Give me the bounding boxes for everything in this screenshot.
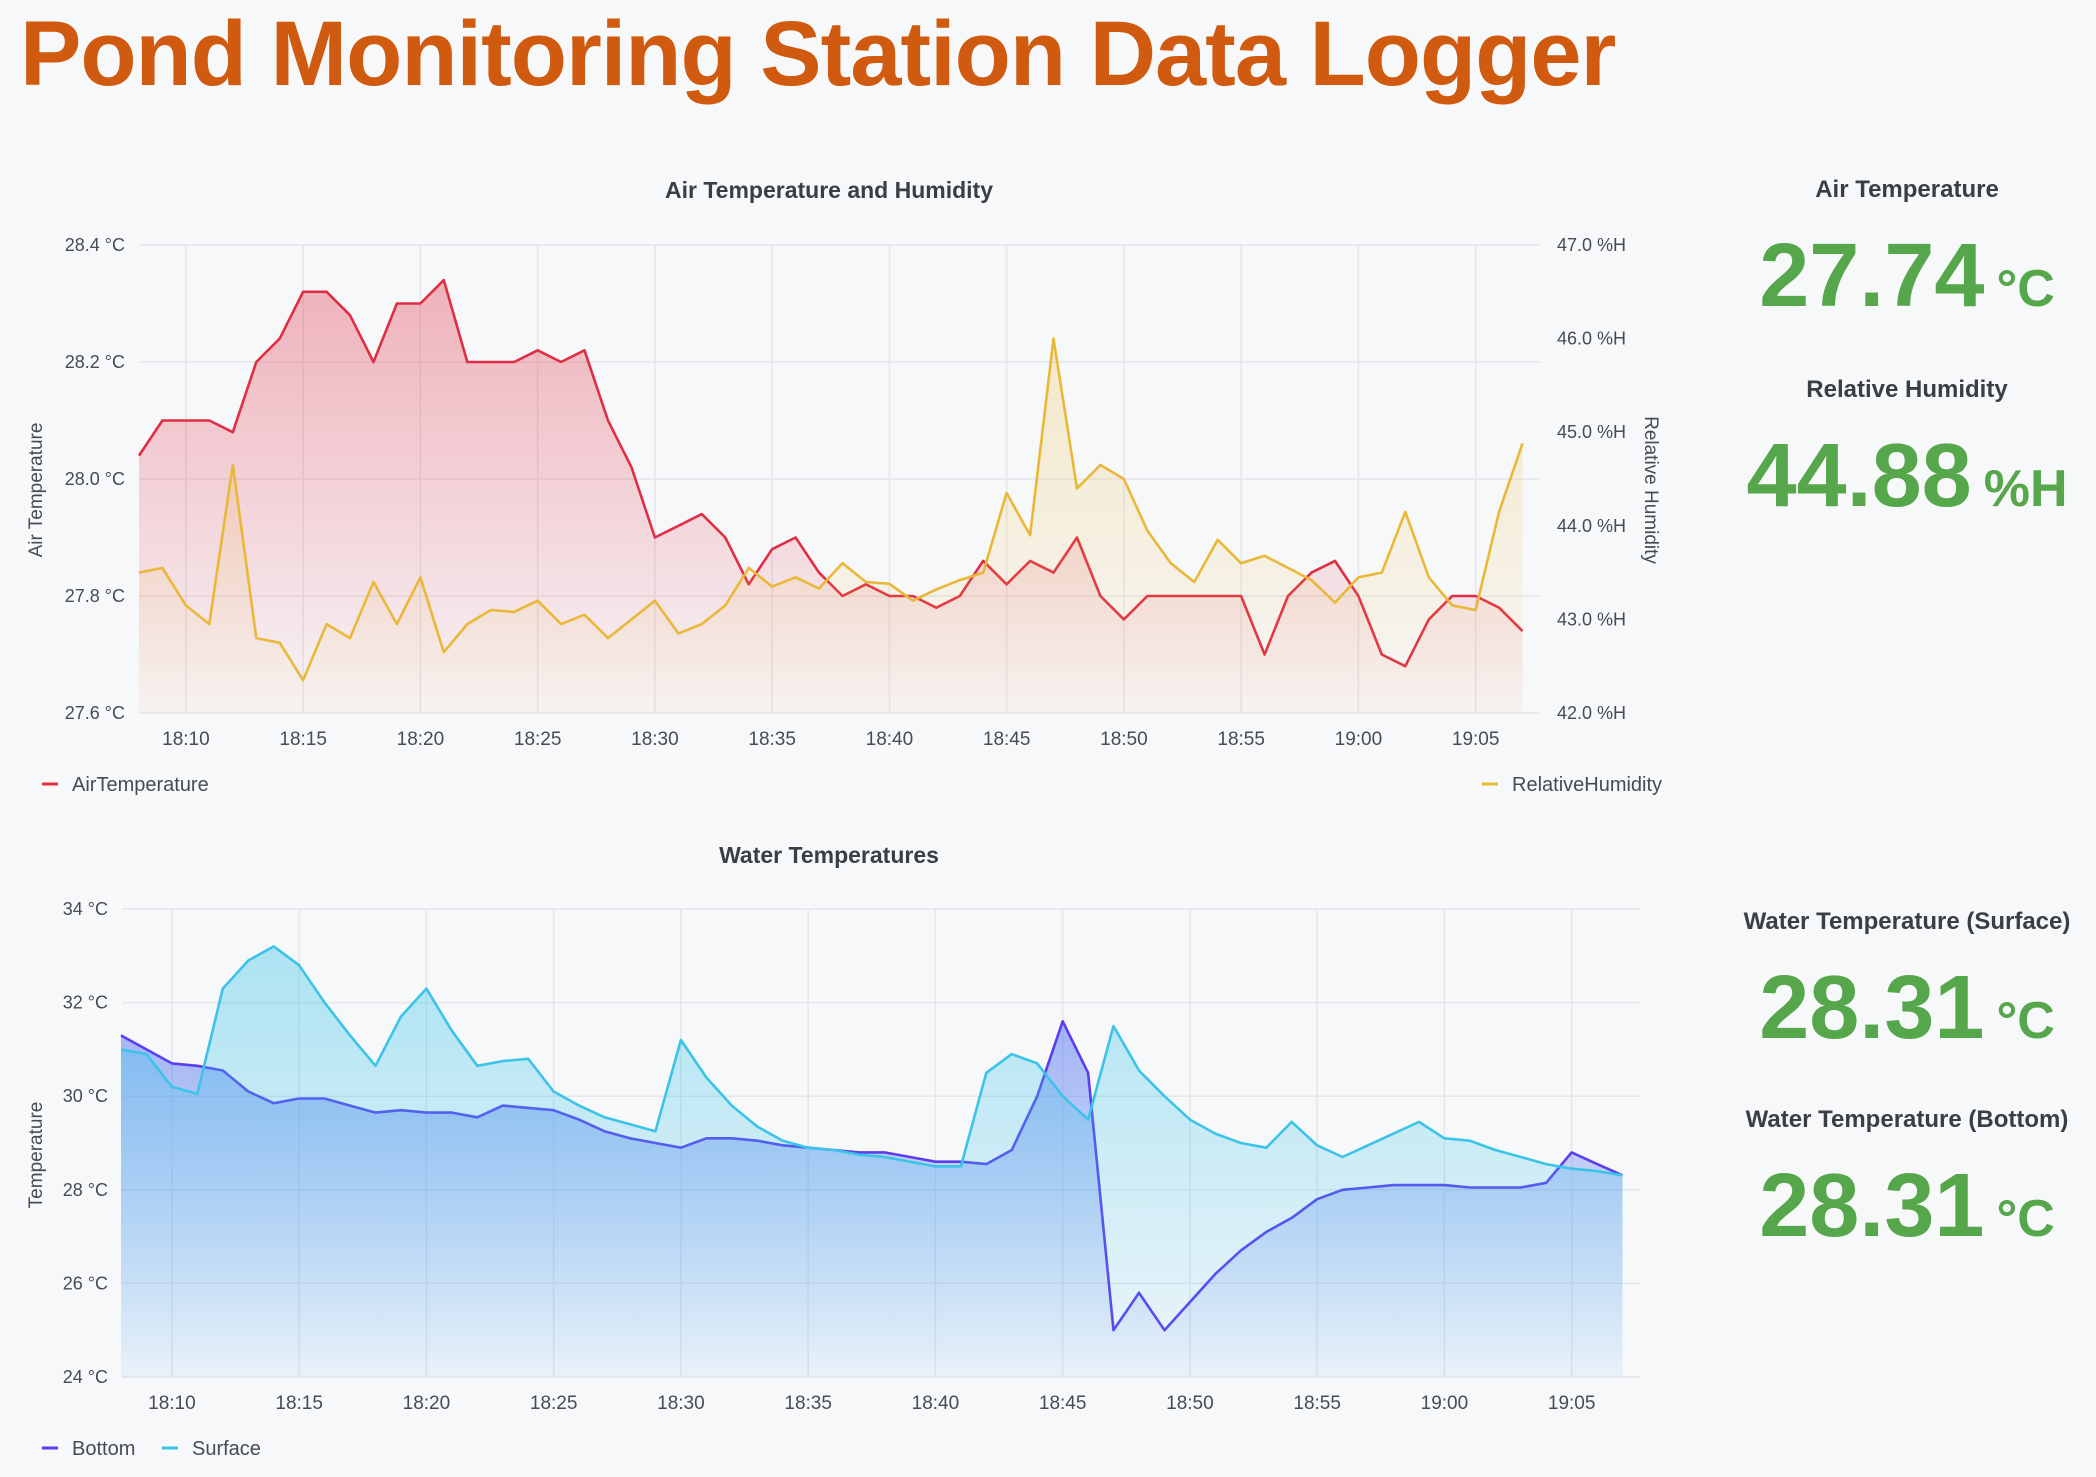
y2-tick-label: 42.0 %H <box>1557 703 1626 723</box>
x-tick-label: 18:25 <box>514 729 562 750</box>
legend-bottom[interactable]: Bottom <box>72 1438 135 1460</box>
stat-number: 44.88 <box>1746 426 1972 526</box>
x-tick-label: 18:55 <box>1293 1393 1341 1414</box>
x-tick-label: 18:20 <box>397 729 445 750</box>
dashboard-title: Pond Monitoring Station Data Logger <box>20 3 1616 105</box>
stat-number: 27.74 <box>1759 226 1985 326</box>
series-line-relativehumidity <box>138 337 1524 682</box>
y-tick-label: 27.6 °C <box>65 703 125 723</box>
x-tick-label: 18:45 <box>983 729 1031 750</box>
x-tick-label: 18:55 <box>1217 729 1265 750</box>
chart-title-air: Air Temperature and Humidity <box>665 177 993 203</box>
x-tick-label: 19:00 <box>1421 1393 1469 1414</box>
stat-title-relative-humidity: Relative Humidity <box>1806 376 2008 403</box>
x-tick-label: 18:40 <box>912 1393 960 1414</box>
series-area-relativehumidity <box>139 338 1523 713</box>
y-tick-label: 32 °C <box>63 993 108 1013</box>
stat-number: 28.31 <box>1759 1156 1985 1256</box>
stat-unit: °C <box>1996 260 2055 318</box>
y2-tick-label: 46.0 %H <box>1557 329 1626 349</box>
legend-air-temperature[interactable]: AirTemperature <box>72 774 209 796</box>
y-tick-label: 30 °C <box>63 1086 108 1106</box>
x-tick-label: 18:40 <box>866 729 914 750</box>
y-tick-label: 28 °C <box>63 1180 108 1200</box>
y2-axis-label-humidity: Relative Humidity <box>1640 416 1661 564</box>
y-tick-label: 34 °C <box>63 899 108 919</box>
stat-unit: °C <box>1996 1190 2055 1248</box>
y2-tick-label: 44.0 %H <box>1557 516 1626 536</box>
x-tick-label: 18:35 <box>784 1393 832 1414</box>
x-tick-label: 19:05 <box>1452 729 1500 750</box>
y-tick-label: 27.8 °C <box>65 586 125 606</box>
stat-title-water-bottom: Water Temperature (Bottom) <box>1745 1106 2069 1133</box>
stat-value-water-surface: 28.31 °C <box>1700 957 2096 1060</box>
x-tick-label: 18:45 <box>1039 1393 1087 1414</box>
x-tick-label: 18:25 <box>530 1393 578 1414</box>
y-tick-label: 24 °C <box>63 1367 108 1387</box>
y2-tick-label: 43.0 %H <box>1557 609 1626 629</box>
y-axis-label-water: Temperature <box>26 1102 47 1209</box>
x-tick-label: 18:15 <box>275 1393 323 1414</box>
x-tick-label: 18:30 <box>631 729 679 750</box>
stat-value-relative-humidity: 44.88 %H <box>1700 425 2096 528</box>
x-tick-label: 19:05 <box>1548 1393 1596 1414</box>
stat-number: 28.31 <box>1759 958 1985 1058</box>
x-tick-label: 18:30 <box>657 1393 705 1414</box>
x-tick-label: 19:00 <box>1335 729 1383 750</box>
legend-relative-humidity[interactable]: RelativeHumidity <box>1512 774 1662 796</box>
x-tick-label: 18:10 <box>162 729 210 750</box>
stat-value-water-bottom: 28.31 °C <box>1700 1155 2096 1258</box>
x-tick-label: 18:50 <box>1100 729 1148 750</box>
y-tick-label: 28.0 °C <box>65 469 125 489</box>
legend-surface[interactable]: Surface <box>192 1438 261 1460</box>
y2-tick-label: 45.0 %H <box>1557 422 1626 442</box>
y2-tick-label: 47.0 %H <box>1557 235 1626 255</box>
y-tick-label: 28.2 °C <box>65 352 125 372</box>
stat-unit: %H <box>1983 460 2068 518</box>
x-tick-label: 18:20 <box>403 1393 451 1414</box>
stat-title-water-surface: Water Temperature (Surface) <box>1743 908 2071 935</box>
y-axis-label-air: Air Temperature <box>26 423 47 558</box>
series-area-surface <box>121 946 1623 1377</box>
x-tick-label: 18:50 <box>1166 1393 1214 1414</box>
x-tick-label: 18:10 <box>148 1393 196 1414</box>
stat-value-air-temperature: 27.74 °C <box>1700 225 2096 328</box>
chart-title-water: Water Temperatures <box>719 842 939 868</box>
x-tick-label: 18:35 <box>748 729 796 750</box>
y-tick-label: 26 °C <box>63 1273 108 1293</box>
stat-unit: °C <box>1996 992 2055 1050</box>
series-line-surface <box>120 945 1623 1177</box>
y-tick-label: 28.4 °C <box>65 235 125 255</box>
stat-title-air-temperature: Air Temperature <box>1815 176 1999 203</box>
x-tick-label: 18:15 <box>279 729 327 750</box>
